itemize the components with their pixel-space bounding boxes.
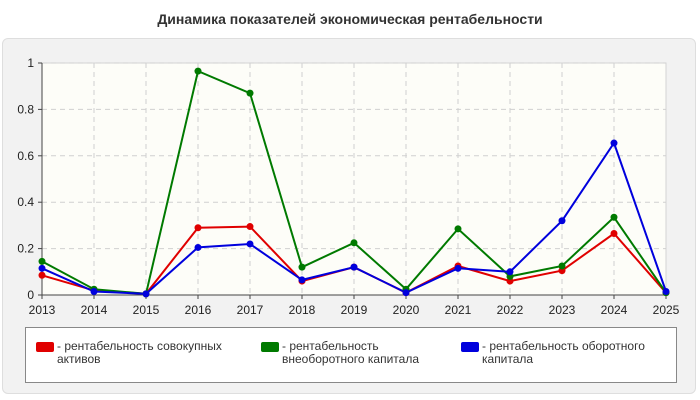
- plot-area: [41, 62, 667, 296]
- data-point[interactable]: [194, 243, 202, 251]
- data-point[interactable]: [298, 276, 306, 284]
- x-tick-label: 2023: [549, 303, 576, 317]
- data-point[interactable]: [454, 225, 462, 233]
- y-tick-labels: 0 0.2 0.4 0.6 0.8 1: [17, 56, 34, 302]
- x-tick-label: 2015: [133, 303, 160, 317]
- legend-label: - рентабельность совокупных активов: [57, 339, 222, 366]
- data-point[interactable]: [610, 139, 618, 147]
- y-tick-label: 0: [27, 288, 34, 302]
- legend: - рентабельность совокупных активов - ре…: [25, 327, 677, 383]
- x-tick-label: 2016: [185, 303, 212, 317]
- x-tick-label: 2024: [601, 303, 628, 317]
- data-point[interactable]: [558, 217, 566, 225]
- y-tick-label: 0.2: [17, 242, 34, 256]
- data-point[interactable]: [454, 264, 462, 272]
- y-tick-label: 1: [27, 56, 34, 70]
- data-point[interactable]: [246, 89, 254, 97]
- x-tick-label: 2020: [393, 303, 420, 317]
- x-tick-label: 2025: [653, 303, 680, 317]
- series-group: [38, 67, 670, 298]
- data-point[interactable]: [38, 264, 46, 272]
- data-point[interactable]: [610, 213, 618, 221]
- data-point[interactable]: [350, 263, 358, 271]
- chart-title: Динамика показателей экономическая рента…: [157, 11, 543, 27]
- data-point[interactable]: [38, 271, 46, 279]
- x-tick-label: 2022: [497, 303, 524, 317]
- data-point[interactable]: [610, 230, 618, 238]
- x-tick-label: 2021: [445, 303, 472, 317]
- x-tick-label: 2013: [29, 303, 56, 317]
- legend-swatch-red: [36, 342, 54, 352]
- x-tick-labels: 2013 2014 2015 2016 2017 2018 2019 2020 2021 2022…: [29, 303, 680, 317]
- data-point[interactable]: [350, 239, 358, 247]
- data-point[interactable]: [90, 288, 98, 296]
- x-tick-label: 2018: [289, 303, 316, 317]
- data-point[interactable]: [194, 224, 202, 232]
- data-point[interactable]: [246, 223, 254, 231]
- legend-label: - рентабельность внеоборотного капитала: [282, 339, 419, 366]
- data-point[interactable]: [194, 67, 202, 75]
- legend-label: - рентабельность оборотного капитала: [482, 339, 645, 366]
- grid-lines: [42, 62, 666, 295]
- x-tick-label: 2014: [81, 303, 108, 317]
- x-tick-label: 2019: [341, 303, 368, 317]
- legend-swatch-blue: [461, 342, 479, 352]
- x-tick-label: 2017: [237, 303, 264, 317]
- y-tick-label: 0.4: [17, 195, 34, 209]
- data-point[interactable]: [142, 290, 150, 298]
- data-point[interactable]: [662, 288, 670, 296]
- data-point[interactable]: [38, 257, 46, 265]
- data-point[interactable]: [506, 268, 514, 276]
- y-tick-label: 0.8: [17, 102, 34, 116]
- data-point[interactable]: [558, 262, 566, 270]
- data-point[interactable]: [402, 289, 410, 297]
- y-tick-label: 0.6: [17, 149, 34, 163]
- data-point[interactable]: [246, 240, 254, 248]
- legend-swatch-green: [261, 342, 279, 352]
- data-point[interactable]: [298, 263, 306, 271]
